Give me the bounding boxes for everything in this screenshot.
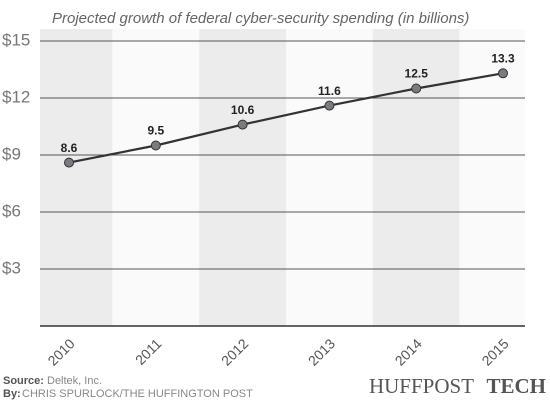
y-tick-label: $6 xyxy=(2,201,21,220)
y-tick-label: $12 xyxy=(2,87,30,106)
value-label: 8.6 xyxy=(61,141,78,155)
marker xyxy=(324,100,335,111)
band xyxy=(286,29,373,326)
band xyxy=(372,29,460,326)
x-tick-label: 2013 xyxy=(305,335,338,368)
source: Deltek, Inc. xyxy=(47,375,102,387)
marker xyxy=(237,119,248,130)
value-label: 9.5 xyxy=(147,124,164,138)
x-tick-label: 2015 xyxy=(478,335,511,368)
line xyxy=(68,72,504,164)
source-label: Source: xyxy=(3,375,44,387)
x-tick-label: 2010 xyxy=(44,335,77,368)
x-tick-label: 2011 xyxy=(132,335,165,368)
band xyxy=(459,29,525,326)
byline: CHRIS SPURLOCK/THE HUFFINGTON POST xyxy=(22,388,253,400)
value-label: 12.5 xyxy=(405,67,429,81)
marker xyxy=(498,68,508,79)
marker xyxy=(411,83,422,94)
x-tick-label: 2012 xyxy=(218,335,251,368)
y-tick-label: $3 xyxy=(2,258,21,277)
value-label: 10.6 xyxy=(231,103,255,117)
by-label: By: xyxy=(3,388,21,400)
value-label: 11.6 xyxy=(318,84,341,98)
y-tick-label: $9 xyxy=(2,144,21,163)
value-label: 13.3 xyxy=(491,51,515,65)
logo: HUFFPOST xyxy=(369,374,474,398)
band xyxy=(112,29,200,326)
x-tick-label: 2014 xyxy=(392,335,425,368)
marker xyxy=(150,140,161,151)
band xyxy=(199,29,286,326)
band xyxy=(40,29,113,326)
chart-title: Projected growth of federal cyber-securi… xyxy=(52,10,469,27)
logo-suffix: TECH xyxy=(486,374,546,398)
y-tick-label: $15 xyxy=(2,30,30,49)
marker xyxy=(64,157,74,168)
